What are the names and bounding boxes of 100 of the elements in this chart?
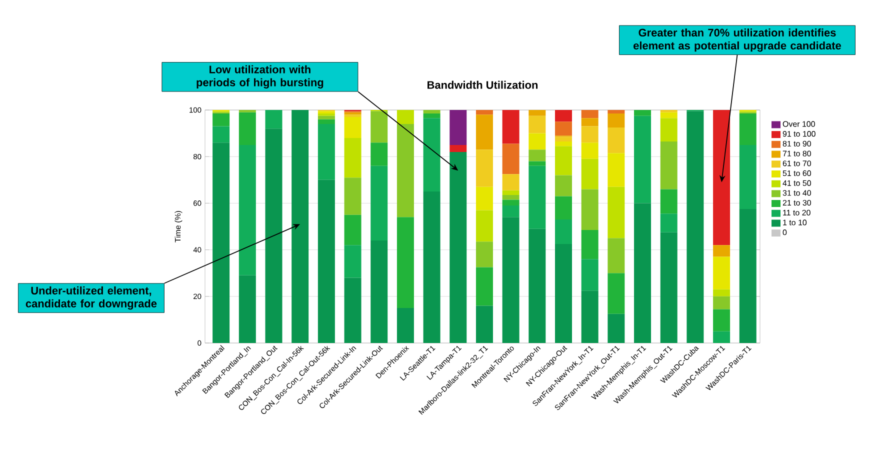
- bar: [581, 142, 598, 159]
- bar: [713, 289, 730, 296]
- bar: [608, 238, 625, 274]
- bar: [528, 116, 546, 134]
- bar: [660, 214, 678, 232]
- bar: [555, 244, 572, 343]
- bar: [528, 166, 546, 229]
- bar: [608, 314, 625, 343]
- bar: [344, 116, 362, 138]
- bar: [292, 110, 309, 343]
- bar: [713, 331, 730, 343]
- bar: [476, 114, 493, 150]
- bar: [739, 113, 756, 145]
- bar: [686, 111, 704, 343]
- bar: [555, 141, 572, 146]
- text: Low utilization with periods of high bursting: [196, 65, 324, 89]
- bar: [423, 118, 440, 192]
- bar: [581, 189, 598, 230]
- bar: [476, 306, 493, 343]
- bar: [476, 267, 493, 306]
- bar: [396, 110, 414, 124]
- bar: [660, 141, 678, 190]
- bar: [344, 245, 362, 278]
- bar: [344, 278, 362, 343]
- bar: [528, 110, 546, 116]
- bar: [476, 242, 493, 268]
- bar: [660, 189, 678, 214]
- bar: [660, 118, 678, 142]
- bar: [423, 110, 440, 114]
- bar: [608, 153, 625, 187]
- bar: [581, 259, 598, 291]
- bar: [634, 116, 652, 204]
- bar: [555, 220, 572, 244]
- bar: [555, 136, 572, 142]
- bar: [608, 113, 625, 128]
- bar: [212, 142, 230, 343]
- bar: [396, 124, 414, 218]
- bar: [555, 110, 572, 122]
- bar: [265, 110, 282, 129]
- bar: [713, 110, 730, 246]
- bar: [238, 112, 256, 145]
- bar: [555, 122, 572, 136]
- bar: [318, 124, 335, 180]
- bar: [555, 146, 572, 176]
- bar: [476, 150, 493, 187]
- bar: [450, 110, 467, 145]
- bar: [450, 152, 467, 343]
- bar: [555, 175, 572, 196]
- bar: [555, 196, 572, 220]
- bar: [660, 232, 678, 343]
- bar: [344, 214, 362, 246]
- bar: [396, 308, 414, 343]
- bar: [581, 230, 598, 260]
- chart-title: Bandwidth Utilization: [428, 80, 538, 89]
- bar: [713, 309, 730, 332]
- bar: [370, 240, 388, 343]
- bar: [608, 273, 625, 314]
- bar: [528, 133, 546, 150]
- bar: [318, 116, 335, 120]
- bar: [212, 113, 230, 126]
- bar: [713, 256, 730, 290]
- bar: [739, 144, 756, 210]
- bar: [581, 126, 598, 143]
- bar: [713, 296, 730, 310]
- bar: [423, 113, 440, 118]
- bar: [528, 161, 546, 166]
- bar: [396, 217, 414, 308]
- bar: [581, 290, 598, 343]
- text: Greater than 70% utilization identifies element as potential upgrade candidate: [634, 28, 842, 52]
- bar: [502, 110, 520, 144]
- bar: [502, 190, 520, 196]
- bar: [318, 113, 335, 116]
- bar: [502, 195, 520, 200]
- bar: [502, 174, 520, 190]
- bar: [370, 142, 388, 166]
- bar: [581, 158, 598, 190]
- bar: [370, 166, 388, 240]
- text: Under-utilized element, candidate for downgrade: [26, 286, 157, 310]
- bar: [528, 228, 546, 343]
- bar: [318, 180, 335, 343]
- bar: [344, 138, 362, 178]
- bar: [212, 126, 230, 143]
- bar: [502, 144, 520, 174]
- bar: [423, 192, 440, 343]
- bar: [265, 128, 282, 343]
- bar: [476, 210, 493, 242]
- bar: [238, 144, 256, 276]
- bar: [713, 245, 730, 257]
- bar: [476, 186, 493, 210]
- bar: [502, 217, 520, 343]
- bar: [608, 127, 625, 154]
- bar: [528, 150, 546, 162]
- bar: [370, 111, 388, 143]
- bar: [581, 110, 598, 118]
- bar: [739, 209, 756, 343]
- bar: [581, 118, 598, 126]
- bar: [238, 275, 256, 343]
- bar: [476, 110, 493, 115]
- bar: [450, 144, 467, 152]
- bar: [344, 178, 362, 215]
